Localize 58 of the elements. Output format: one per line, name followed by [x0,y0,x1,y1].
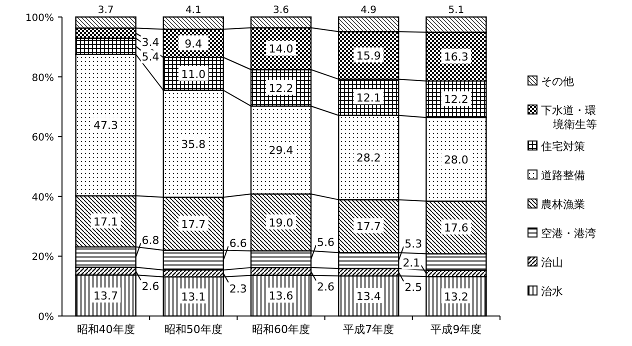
legend-label: 道路整備 [541,169,585,182]
x-tick-label: 平成9年度 [430,323,482,336]
data-label: 28.0 [444,153,468,166]
y-tick-label: 100% [25,13,54,24]
data-label: 14.0 [268,42,294,56]
data-label: 6.8 [142,234,160,248]
legend-label: 住宅対策 [541,140,585,153]
data-label: 13.7 [94,290,118,303]
legend-label: 空港・港湾 [541,227,596,240]
data-label: 2.6 [317,280,334,294]
data-label: 13.1 [181,290,206,304]
data-label: 5.3 [404,238,422,251]
data-label: 11.0 [181,68,206,81]
data-label: 12.2 [268,82,294,95]
data-label: 29.4 [268,144,294,158]
data-label: 2.5 [404,281,422,294]
data-label: 13.4 [356,290,381,303]
data-label: 47.3 [94,119,118,132]
legend-label: その他 [541,75,574,88]
data-label: 3.6 [273,5,289,16]
data-label: 5.1 [448,5,464,16]
data-label: 3.7 [98,5,114,16]
y-tick-label: 40% [32,192,54,204]
data-label: 5.4 [142,50,160,64]
legend-label: 治水 [541,285,563,298]
data-label: 17.7 [356,220,381,234]
data-label: 17.6 [444,221,468,234]
data-label: 12.1 [356,91,381,104]
data-label: 5.6 [317,236,334,250]
x-tick-label: 昭和60年度 [252,323,310,336]
data-label: 4.9 [360,5,377,16]
legend-label: 下水道・環境衛生等 [541,104,597,131]
y-tick-label: 60% [32,132,54,144]
data-label: 2.3 [229,282,247,296]
data-label: 6.6 [229,237,247,250]
data-label: 15.9 [356,49,381,62]
x-tick-label: 平成7年度 [343,323,394,336]
y-tick-label: 20% [32,252,54,264]
data-label: 16.3 [444,50,468,64]
y-tick-label: 0% [38,312,54,323]
data-label: 12.2 [444,93,468,106]
data-label: 17.1 [94,215,118,228]
data-label: 35.8 [181,138,206,151]
data-label: 3.4 [142,36,160,50]
data-label: 28.2 [356,152,381,165]
data-label: 9.4 [184,37,202,50]
legend-label: 治山 [541,256,563,269]
data-label: 2.1 [402,256,420,270]
x-tick-label: 昭和50年度 [164,323,222,336]
data-label: 13.2 [444,290,468,304]
x-tick-label: 昭和40年度 [76,323,135,336]
data-label: 2.6 [142,280,160,294]
data-label: 13.6 [268,290,294,303]
data-label: 4.1 [185,5,202,16]
data-label: 19.0 [268,216,294,230]
legend-label: 農林漁業 [541,198,585,211]
y-tick-label: 80% [32,72,54,84]
data-label: 17.7 [181,218,206,231]
